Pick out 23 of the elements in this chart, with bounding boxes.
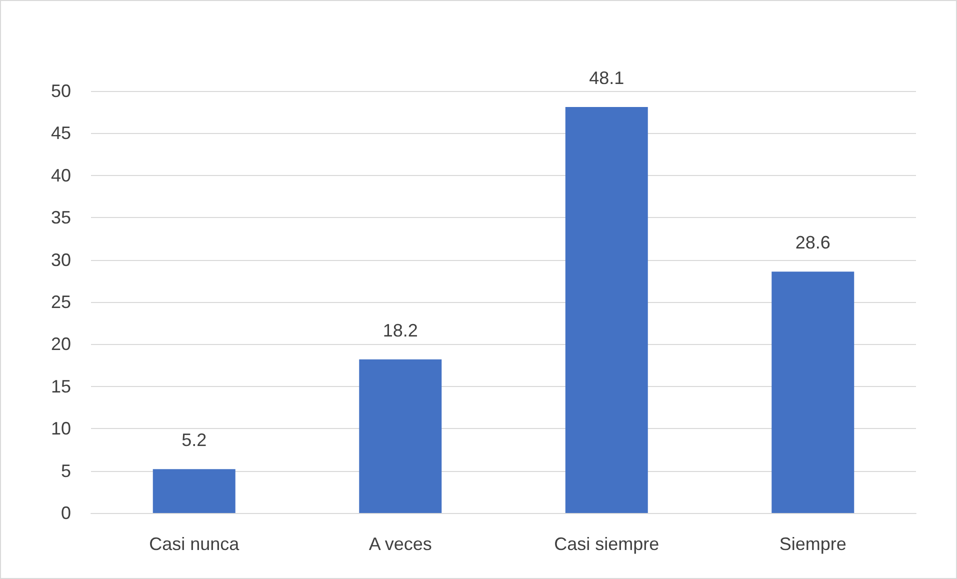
y-tick-label: 40 — [50, 165, 71, 186]
data-label: 28.6 — [795, 232, 830, 253]
y-tick-label: 25 — [50, 292, 71, 312]
y-tick-label: 35 — [50, 208, 71, 228]
y-tick-label: 0 — [60, 503, 71, 523]
x-tick-label: Casi nunca — [149, 534, 240, 554]
data-label: 48.1 — [589, 68, 624, 88]
x-tick-label: A veces — [368, 534, 432, 554]
y-tick-label: 30 — [50, 250, 71, 270]
y-tick-label: 5 — [60, 460, 71, 481]
y-tick-label: 20 — [50, 334, 71, 354]
y-tick-label: 15 — [50, 376, 71, 396]
bar — [152, 469, 236, 513]
bar — [772, 272, 854, 513]
bar — [565, 107, 648, 513]
y-tick-label: 10 — [50, 418, 71, 439]
x-tick-label: Siempre — [779, 534, 846, 554]
y-tick-label: 45 — [50, 123, 71, 144]
bar — [359, 359, 442, 513]
data-label: 5.2 — [182, 430, 207, 450]
y-tick-label: 50 — [50, 81, 71, 101]
x-tick-label: Casi siempre — [554, 534, 660, 554]
data-label: 18.2 — [382, 320, 418, 340]
